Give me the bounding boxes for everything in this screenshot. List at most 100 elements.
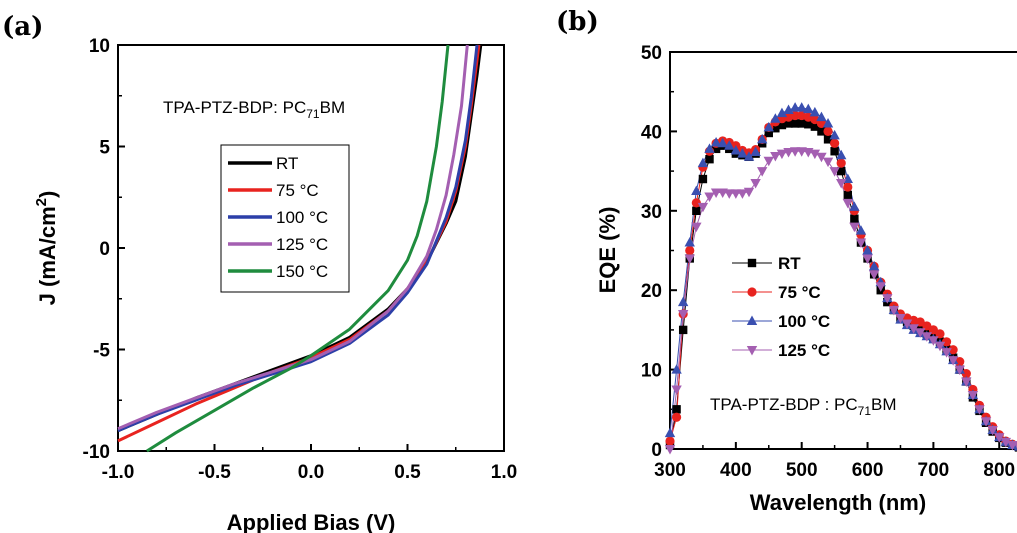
x-tick-label: -1.0 <box>102 462 135 483</box>
data-point-100-c <box>717 137 728 148</box>
data-point-100-c <box>677 296 689 307</box>
data-point-100-c <box>730 144 742 155</box>
x-tick-label: 500 <box>786 460 818 481</box>
data-point-rt <box>672 405 681 414</box>
data-point-100-c <box>803 103 814 114</box>
data-point-125-c <box>783 148 794 158</box>
data-point-125-c <box>809 149 821 160</box>
x-tick-label: 300 <box>654 460 686 481</box>
data-point-100-c <box>704 143 715 153</box>
data-point-75-c <box>935 329 945 339</box>
data-point-125-c <box>862 254 873 264</box>
data-point-100-c <box>776 107 788 118</box>
data-point-125-c <box>677 310 689 320</box>
legend-label-75-c: 75 °C <box>276 181 319 200</box>
data-point-rt <box>810 122 820 131</box>
series-line-125-c <box>117 44 469 431</box>
data-point-100-c <box>836 149 847 160</box>
data-point-100-c <box>664 427 676 438</box>
panel-b-x-axis-title: Wavelength (nm) <box>750 490 926 515</box>
data-point-125-c <box>829 167 840 177</box>
panel-a: (a) -1.0 -0.5 0.0 0.5 1.0 10 5 0 -5 -10 TPA-PTZ-B… <box>2 12 517 533</box>
panel-a-y-axis-title: J (mA/cm2) <box>33 191 60 306</box>
data-point-100-c <box>697 157 709 168</box>
data-point-rt <box>804 120 813 129</box>
data-point-125-c <box>691 222 702 233</box>
data-point-rt <box>823 135 833 144</box>
data-point-125-c <box>664 445 676 455</box>
y-tick-label: -5 <box>93 341 110 362</box>
data-point-100-c <box>783 104 794 114</box>
data-point-rt <box>692 206 701 215</box>
data-point-100-c <box>743 151 755 161</box>
x-tick-label: 1.0 <box>491 462 517 483</box>
panel-b-series-lines <box>664 102 1017 455</box>
panel-a-series-lines <box>117 44 483 453</box>
data-point-125-c <box>684 254 695 264</box>
data-point-125-c <box>770 152 781 162</box>
data-point-rt <box>678 325 688 335</box>
data-point-125-c <box>868 270 880 280</box>
data-point-100-c <box>671 364 682 374</box>
data-point-125-c <box>671 385 682 395</box>
data-point-100-c <box>710 137 722 147</box>
x-tick-label: 400 <box>720 460 752 481</box>
data-point-75-c <box>836 158 846 168</box>
y-tick-label: 50 <box>641 43 662 64</box>
panel-b-y-axis-title: EQE (%) <box>595 207 620 294</box>
x-tick-label: 700 <box>918 460 950 481</box>
data-point-rt <box>705 154 714 164</box>
data-point-100-c <box>816 111 827 122</box>
data-point-100-c <box>855 225 867 235</box>
y-tick-label: 10 <box>89 36 110 57</box>
panel-a-label: (a) <box>2 12 43 42</box>
data-point-100-c <box>691 185 702 195</box>
data-point-125-c <box>875 282 886 292</box>
data-point-rt <box>837 166 846 176</box>
data-point-125-c <box>928 336 939 346</box>
data-point-100-c <box>796 102 807 112</box>
data-point-75-c <box>948 345 958 355</box>
data-point-rt <box>777 120 787 130</box>
data-point-125-c <box>836 179 847 189</box>
data-point-75-c <box>830 138 840 148</box>
data-point-125-c <box>763 156 774 167</box>
x-tick-label: 600 <box>852 460 884 481</box>
data-point-rt <box>784 119 793 128</box>
y-tick-label: 20 <box>641 281 662 302</box>
data-point-rt <box>790 119 800 128</box>
data-point-100-c <box>756 133 768 144</box>
data-point-125-c <box>974 405 985 415</box>
data-point-75-c <box>941 337 952 347</box>
data-point-125-c <box>895 313 906 324</box>
data-point-125-c <box>882 294 893 304</box>
data-point-100-c <box>868 260 880 271</box>
legend-label-75-c: 75 °C <box>778 283 821 302</box>
series-line-150-c <box>146 44 450 453</box>
data-point-125-c <box>961 377 972 388</box>
y-tick-label: 0 <box>99 239 110 260</box>
data-point-125-c <box>908 324 919 334</box>
data-point-75-c <box>685 245 695 256</box>
data-point-125-c <box>1013 442 1017 449</box>
panel-b-ticks: 300 400 500 600 700 800 50 40 30 20 10 0 <box>641 43 1015 481</box>
data-point-125-c <box>954 365 965 376</box>
data-point-125-c <box>816 152 827 163</box>
data-point-rt <box>764 128 773 138</box>
legend-marker-125-c <box>746 346 758 356</box>
data-point-100-c <box>829 129 840 140</box>
x-tick-label: 0.0 <box>298 462 324 483</box>
data-point-125-c <box>849 222 860 233</box>
y-tick-label: -10 <box>83 442 110 463</box>
panel-a-annotation: TPA-PTZ-BDP: PC71BM <box>163 98 345 121</box>
data-point-75-c <box>671 412 682 422</box>
data-point-75-c <box>665 436 675 446</box>
data-point-125-c <box>888 306 900 316</box>
data-point-125-c <box>710 188 722 199</box>
data-point-rt <box>797 119 806 128</box>
legend-marker-100-c <box>746 315 758 325</box>
data-point-75-c <box>816 118 827 129</box>
data-point-rt <box>817 127 826 136</box>
legend-label-rt: RT <box>276 154 298 173</box>
